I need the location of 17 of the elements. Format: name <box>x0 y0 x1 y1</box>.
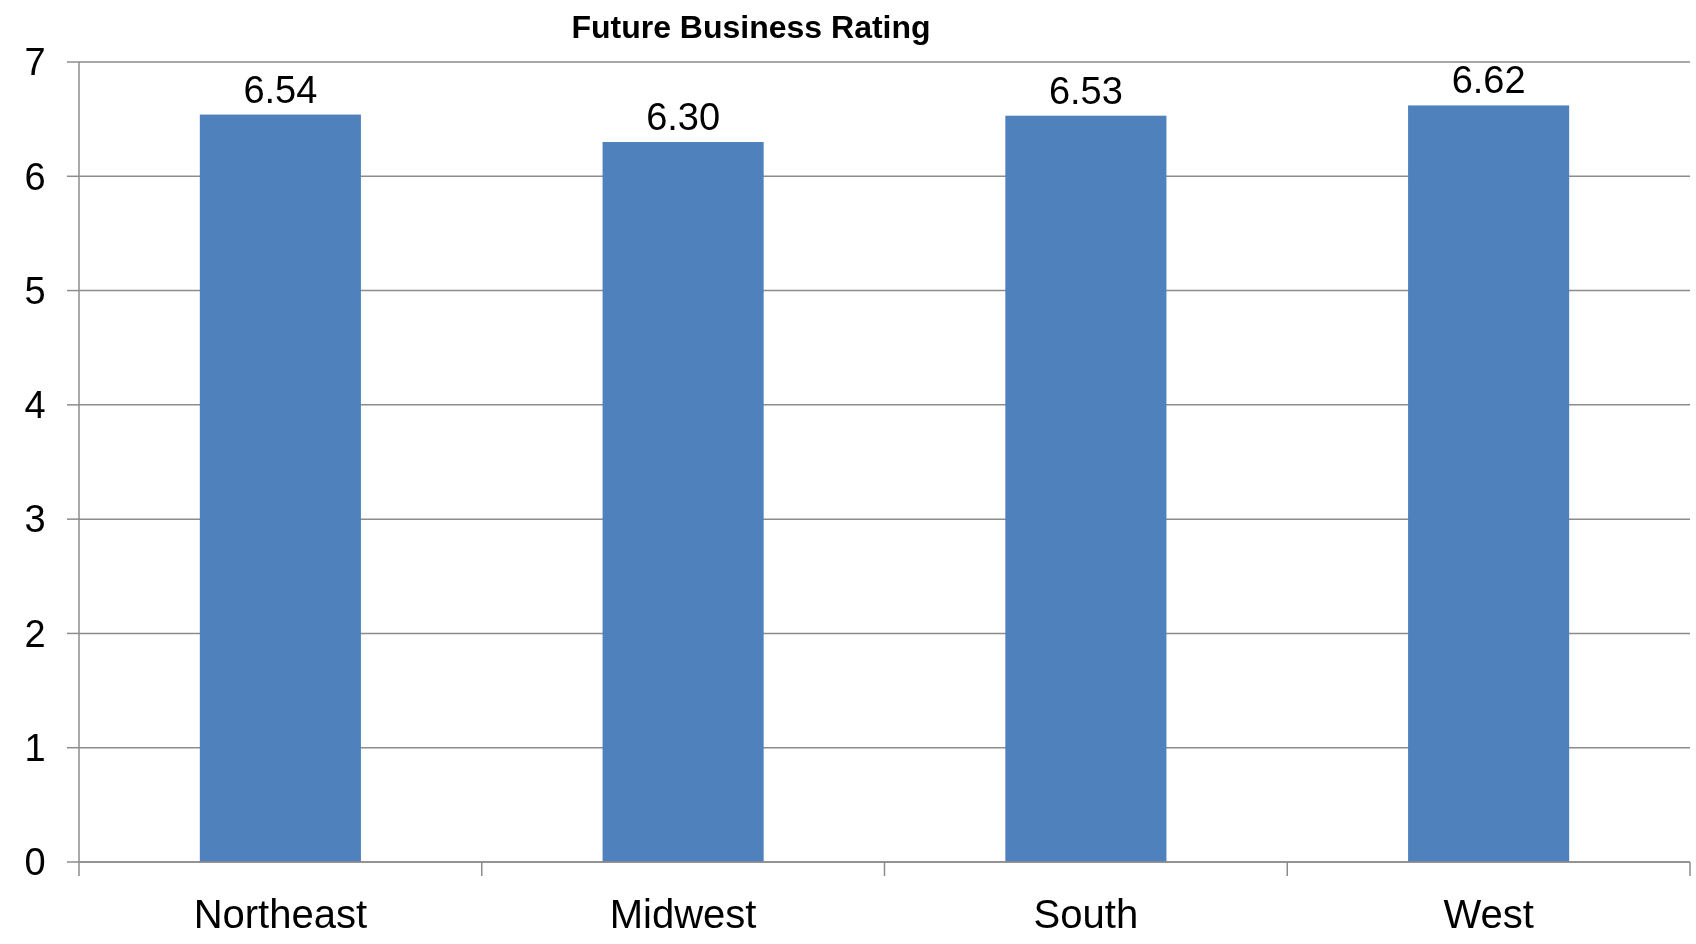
y-tick-label: 6 <box>24 155 46 198</box>
x-tick-label: Northeast <box>193 892 368 936</box>
data-label: 6.53 <box>1048 69 1123 112</box>
y-tick-label: 1 <box>24 727 46 770</box>
data-label: 6.62 <box>1451 59 1526 102</box>
chart-title: Future Business Rating <box>571 9 931 45</box>
x-tick-label: Midwest <box>609 892 757 936</box>
y-tick-label: 2 <box>24 612 46 655</box>
y-tick-label: 0 <box>24 841 46 884</box>
y-tick-label: 5 <box>24 269 46 312</box>
x-tick-label: South <box>1033 892 1139 936</box>
y-tick-label: 4 <box>24 384 46 427</box>
y-tick-label: 7 <box>24 41 46 84</box>
data-label: 6.54 <box>243 68 318 111</box>
y-tick-label: 3 <box>24 498 46 541</box>
x-tick-label: West <box>1443 892 1534 936</box>
data-label: 6.30 <box>646 96 721 138</box>
